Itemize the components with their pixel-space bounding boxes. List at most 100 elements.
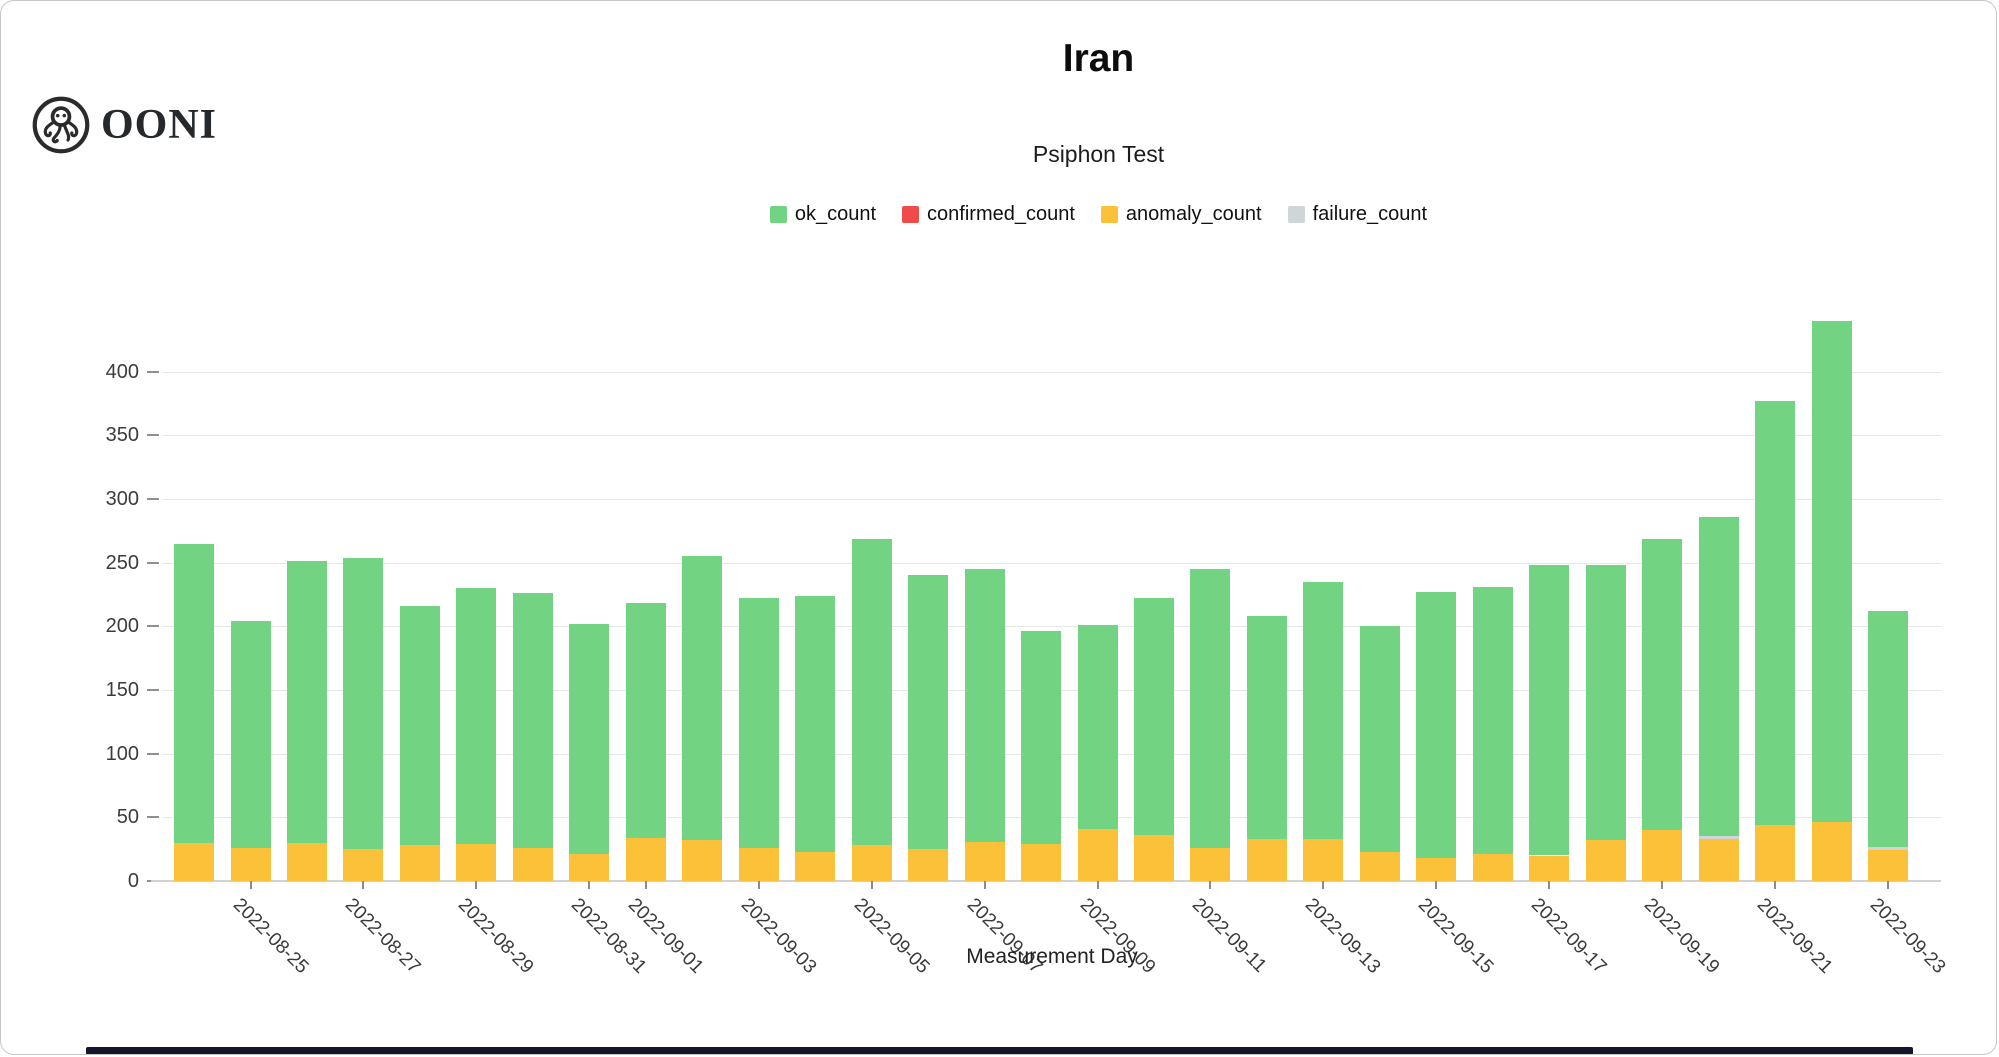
bar-2022-09-02-ok_count (682, 556, 723, 841)
bar-2022-09-09-anomaly_count (1077, 828, 1118, 881)
y-tick-label-0: 0 (127, 870, 139, 892)
bar-2022-09-21-ok_count (1755, 401, 1796, 825)
x-tick-2022-09-07 (983, 881, 986, 889)
bar-2022-09-21-anomaly_count (1755, 825, 1796, 881)
x-tick-2022-09-23 (1887, 881, 1889, 889)
x-tick-2022-09-21 (1774, 881, 1777, 889)
x-tick-2022-09-17 (1548, 881, 1551, 889)
y-tick-label-200: 200 (105, 615, 139, 638)
bar-2022-09-12-anomaly_count (1246, 839, 1287, 881)
ooni-logo-text: OONI (101, 102, 218, 148)
bar-2022-08-29-anomaly_count (456, 844, 497, 881)
legend: ok_count confirmed_count anomaly_count fail… (201, 204, 1996, 224)
bar-2022-09-16-ok_count (1472, 586, 1513, 855)
bar-2022-08-25-ok_count (230, 621, 271, 848)
bar-2022-08-26-anomaly_count (286, 842, 327, 881)
bar-2022-09-23-ok_count (1868, 611, 1908, 847)
x-tick-2022-09-11 (1209, 881, 1212, 889)
x-tick-2022-09-05 (870, 881, 873, 889)
bar-2022-08-31-ok_count (569, 623, 610, 855)
bar-2022-09-13-ok_count (1303, 581, 1344, 839)
bar-2022-09-18-ok_count (1585, 565, 1626, 841)
x-tick-2022-09-19 (1661, 881, 1664, 889)
legend-item-failure_count[interactable]: failure_count (1287, 204, 1427, 224)
x-axis-title: Measurement Day (966, 945, 1138, 968)
legend-item-confirmed_count[interactable]: confirmed_count (902, 204, 1075, 224)
y-tick-250 (147, 561, 159, 564)
bar-2022-09-23-failure_count (1868, 846, 1908, 851)
bar-2022-09-06-ok_count (908, 575, 949, 850)
x-tick-2022-08-31 (588, 881, 591, 889)
bar-2022-09-08-ok_count (1021, 631, 1061, 844)
y-tick-150 (147, 689, 159, 691)
bar-2022-09-22-anomaly_count (1811, 822, 1852, 881)
bar-2022-09-05-ok_count (851, 538, 892, 846)
gridline-200 (163, 626, 1941, 628)
legend-label: anomaly_count (1125, 203, 1262, 225)
bar-2022-09-10-anomaly_count (1133, 835, 1174, 881)
legend-swatch-failure_count (1287, 205, 1305, 223)
x-tick-2022-09-13 (1322, 881, 1325, 889)
bar-2022-09-15-anomaly_count (1416, 858, 1457, 881)
gridline-400 (163, 371, 1941, 373)
y-tick-label-350: 350 (105, 424, 139, 447)
legend-label: confirmed_count (927, 203, 1075, 225)
bar-2022-09-11-anomaly_count (1190, 847, 1231, 881)
ooni-octopus-icon (31, 95, 91, 155)
bar-2022-09-22-ok_count (1811, 320, 1852, 823)
bar-2022-09-16-anomaly_count (1472, 854, 1513, 881)
bar-2022-09-01-anomaly_count (625, 837, 666, 881)
bar-2022-09-20-failure_count (1698, 836, 1739, 839)
x-tick-2022-09-01 (644, 881, 647, 889)
bar-2022-08-24-ok_count (174, 543, 214, 843)
bar-2022-09-19-anomaly_count (1642, 830, 1683, 881)
bar-2022-09-01-ok_count (625, 603, 666, 838)
bar-2022-09-14-ok_count (1359, 626, 1400, 852)
bar-2022-08-31-anomaly_count (569, 854, 610, 881)
x-axis-line (151, 880, 1941, 882)
bar-2022-09-07-anomaly_count (964, 841, 1005, 881)
bar-2022-09-18-anomaly_count (1585, 840, 1626, 881)
bar-2022-09-11-ok_count (1190, 569, 1231, 848)
y-tick-label-300: 300 (105, 488, 139, 510)
legend-swatch-anomaly_count (1100, 205, 1118, 223)
bar-2022-08-30-anomaly_count (512, 847, 553, 881)
y-tick-label-100: 100 (105, 742, 139, 765)
bar-2022-09-17-ok_count (1529, 565, 1570, 856)
y-tick-100 (147, 752, 159, 755)
bar-2022-09-14-anomaly_count (1359, 851, 1400, 881)
bar-2022-09-23-anomaly_count (1868, 850, 1908, 881)
y-tick-label-400: 400 (105, 360, 139, 383)
bar-2022-08-27-ok_count (343, 557, 384, 850)
y-tick-400 (147, 370, 159, 373)
bar-2022-08-28-anomaly_count (399, 845, 440, 881)
bar-2022-09-13-anomaly_count (1303, 839, 1344, 881)
gridline-300 (163, 499, 1941, 500)
x-tick-2022-08-27 (362, 881, 365, 889)
legend-item-ok_count[interactable]: ok_count (769, 203, 877, 225)
bar-2022-09-05-anomaly_count (851, 845, 892, 881)
legend-label: ok_count (794, 203, 877, 225)
y-tick-label-150: 150 (105, 679, 139, 701)
bar-2022-08-29-ok_count (456, 588, 497, 844)
bar-2022-09-03-ok_count (738, 598, 779, 848)
bar-2022-09-04-anomaly_count (795, 851, 836, 881)
gridline-250 (163, 562, 1941, 564)
bar-2022-08-24-anomaly_count (174, 842, 214, 881)
bar-2022-09-06-anomaly_count (908, 849, 949, 881)
bar-2022-09-10-ok_count (1133, 598, 1174, 836)
bar-2022-09-03-anomaly_count (738, 847, 779, 881)
bar-2022-09-02-anomaly_count (682, 840, 723, 881)
bar-2022-09-15-ok_count (1416, 592, 1457, 859)
legend-item-anomaly_count[interactable]: anomaly_count (1100, 203, 1262, 225)
bar-2022-08-27-anomaly_count (343, 849, 384, 881)
bar-2022-09-07-ok_count (964, 569, 1005, 842)
x-tick-2022-08-25 (249, 881, 252, 889)
legend-swatch-ok_count (769, 205, 787, 223)
x-tick-2022-09-09 (1096, 881, 1099, 889)
bar-2022-09-04-ok_count (795, 595, 836, 852)
bottom-window-edge (86, 1047, 1913, 1054)
y-tick-label-250: 250 (105, 551, 139, 574)
